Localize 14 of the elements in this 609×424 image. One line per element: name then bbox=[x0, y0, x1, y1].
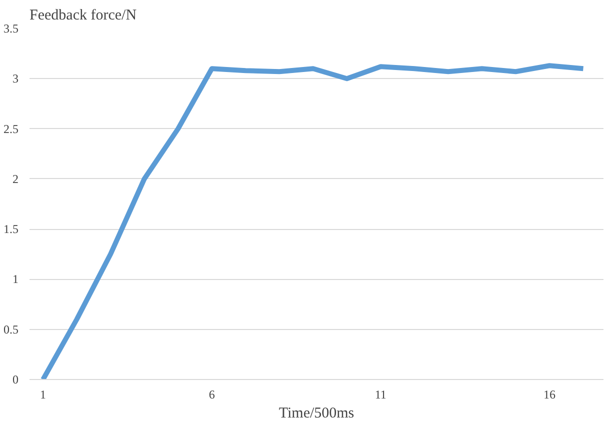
x-tick-label: 6 bbox=[208, 388, 215, 402]
x-tick-label: 1 bbox=[40, 388, 46, 402]
y-tick-label: 0 bbox=[12, 372, 18, 386]
y-tick-label: 1.5 bbox=[4, 222, 18, 236]
y-tick-label: 3 bbox=[12, 72, 18, 86]
y-axis-title: Feedback force/N bbox=[30, 8, 137, 24]
x-tick-label: 11 bbox=[374, 388, 386, 402]
y-tick-label: 2 bbox=[12, 172, 18, 186]
y-tick-label: 0.5 bbox=[4, 322, 18, 336]
x-tick-label: 16 bbox=[543, 388, 556, 402]
y-tick-label: 2.5 bbox=[4, 122, 18, 136]
y-tick-label: 3.5 bbox=[4, 22, 18, 36]
y-tick-label: 1 bbox=[12, 272, 18, 286]
x-axis-title: Time/500ms bbox=[278, 406, 354, 422]
